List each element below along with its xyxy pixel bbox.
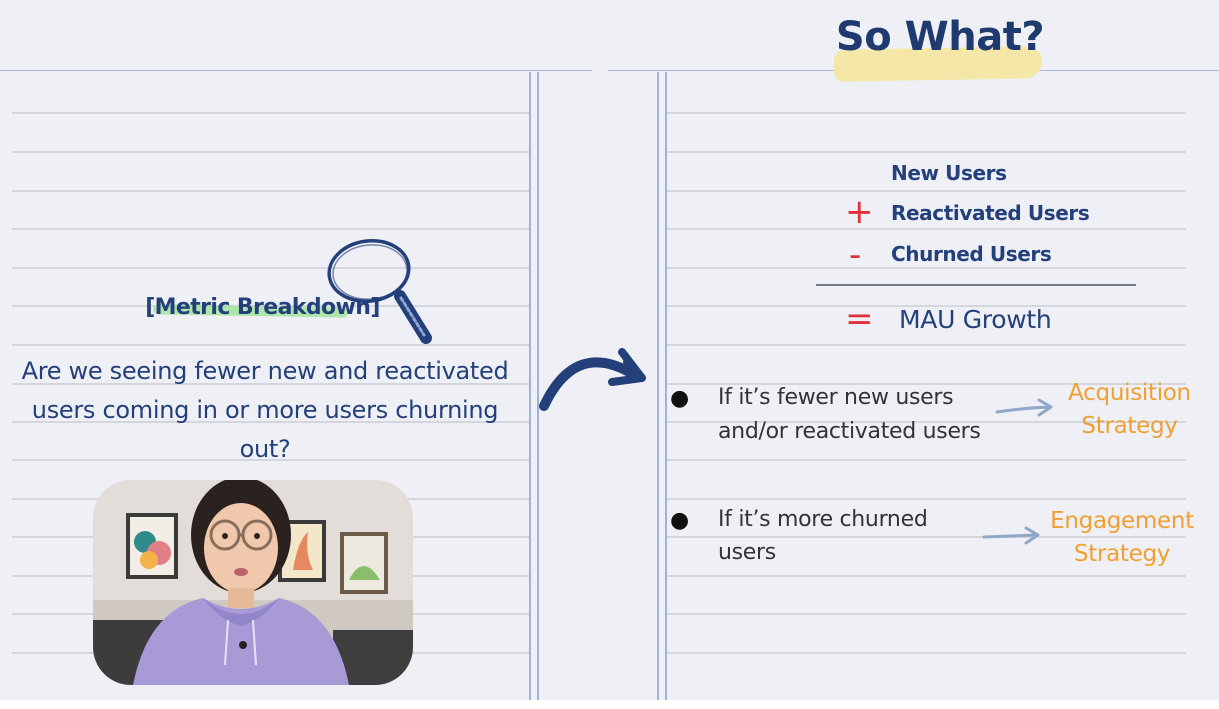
curved-arrow-icon [539, 348, 646, 411]
bottom-strip [0, 700, 1219, 709]
acquisition-strategy-line-2: Strategy [1081, 413, 1178, 439]
bullet-1-line-1: If it’s fewer new users [718, 385, 954, 410]
formula-churned-users: Churned Users [891, 242, 1052, 266]
formula-divider [816, 284, 1136, 286]
bullet-2-line-2: users [718, 540, 776, 565]
formula-reactivated-users: Reactivated Users [891, 201, 1090, 225]
question-text: Are we seeing fewer new and reactivated … [21, 357, 509, 463]
column-divider [529, 72, 531, 700]
column-divider [537, 72, 539, 700]
presenter-illustration [93, 480, 413, 685]
arrow-right-icon [982, 526, 1040, 545]
presenter-video [93, 480, 413, 685]
formula-result: MAU Growth [899, 305, 1052, 334]
header-rule-left [0, 70, 592, 71]
bullet-dot: ● [670, 508, 690, 533]
equals-icon: = [845, 299, 874, 339]
minus-icon: - [849, 235, 862, 275]
plus-icon: + [845, 192, 874, 232]
title-block: So What? [830, 14, 1050, 82]
arrow-right-icon [995, 398, 1053, 417]
page-title: So What? [835, 14, 1045, 60]
magnifier-icon [327, 239, 432, 344]
bullet-dot: ● [670, 386, 690, 411]
column-divider [665, 72, 667, 700]
engagement-strategy-line-1: Engagement [1050, 508, 1194, 534]
bullet-2-line-1: If it’s more churned [718, 507, 928, 532]
acquisition-strategy-line-1: Acquisition [1068, 380, 1191, 406]
engagement-strategy-line-2: Strategy [1073, 541, 1171, 567]
metric-breakdown-label: [Metric Breakdown] [145, 295, 380, 320]
bullet-1-line-2: and/or reactivated users [718, 419, 981, 444]
column-divider [657, 72, 659, 700]
formula-new-users: New Users [891, 161, 1007, 185]
